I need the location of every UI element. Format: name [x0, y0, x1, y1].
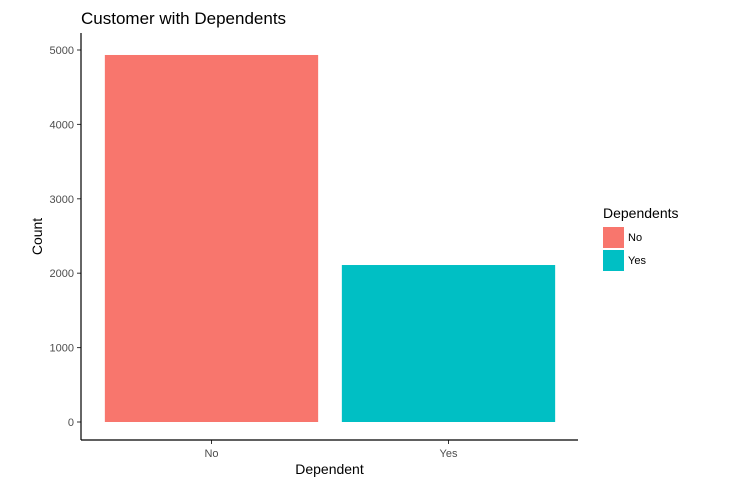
y-tick-label: 2000	[50, 268, 74, 280]
bar-yes	[341, 265, 556, 422]
y-tick-label: 0	[68, 417, 74, 429]
legend: Dependents No Yes	[603, 205, 679, 272]
chart-title: Customer with Dependents	[81, 9, 287, 28]
legend-swatch-yes	[603, 250, 624, 271]
legend-title: Dependents	[603, 205, 679, 221]
legend-label-no: No	[628, 231, 643, 244]
x-tick-label: Yes	[440, 448, 458, 460]
y-tick-label: 5000	[50, 45, 74, 57]
y-tick-label: 4000	[50, 119, 74, 131]
legend-item-no: No	[603, 226, 679, 249]
legend-label-yes: Yes	[628, 254, 646, 267]
y-tick-label: 3000	[50, 194, 74, 206]
legend-swatch-no	[603, 227, 624, 248]
bar-no	[104, 54, 319, 422]
legend-item-yes: Yes	[603, 249, 679, 272]
y-axis-title: Count	[29, 218, 45, 255]
x-axis-title: Dependent	[295, 461, 364, 477]
x-tick-label: No	[204, 448, 218, 460]
y-tick-label: 1000	[50, 343, 74, 355]
